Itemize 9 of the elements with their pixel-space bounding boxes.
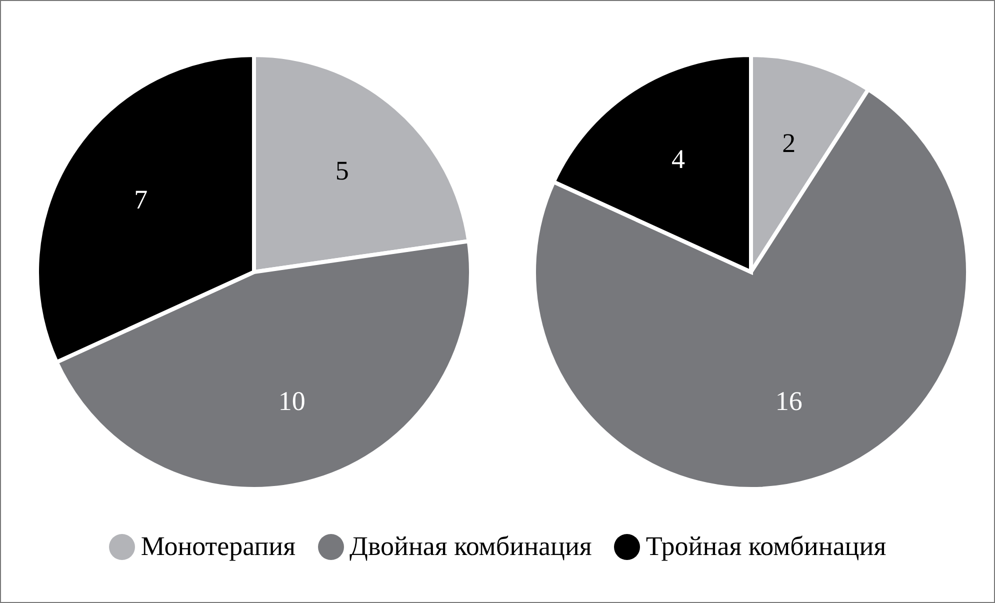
data-label: 7 [134, 184, 148, 214]
legend-label: Тройная комбинация [646, 531, 886, 562]
data-label: 5 [335, 155, 349, 186]
legend-label: Монотерапия [140, 531, 296, 562]
data-label: 10 [278, 386, 306, 416]
data-label: 4 [672, 144, 686, 174]
legend-label: Двойная комбинация [350, 531, 592, 562]
data-label: 16 [775, 386, 802, 416]
data-label: 2 [782, 128, 796, 158]
